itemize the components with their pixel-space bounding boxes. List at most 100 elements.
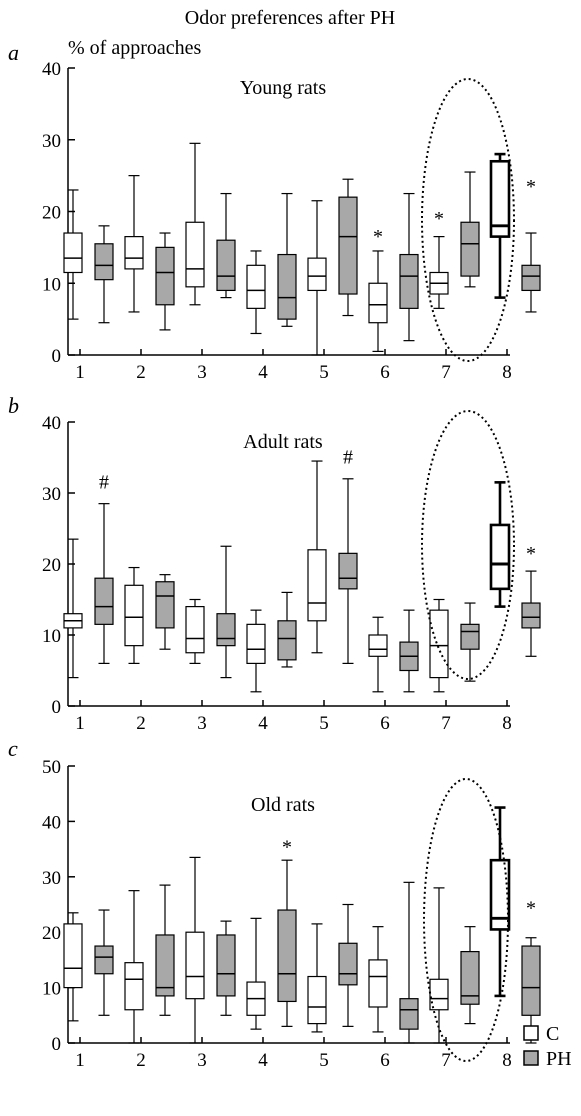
box-ph-1 — [94, 909, 114, 1016]
box-c-3 — [185, 598, 205, 665]
box-body — [307, 257, 327, 292]
box-ph-2 — [155, 574, 175, 650]
panel-b: b Adult rats 0 10 20 30 40 1 2 3 4 5 6 7 8 # # * — [8, 393, 541, 734]
y-tick-label: 0 — [52, 697, 62, 718]
box-body — [216, 613, 236, 647]
x-tick-label: 7 — [441, 362, 451, 383]
box-ph-4 — [277, 859, 297, 1027]
y-tick-label: 30 — [42, 131, 61, 152]
x-tick-label: 6 — [380, 713, 390, 734]
box-body — [521, 264, 541, 292]
box-c-3 — [185, 856, 205, 1044]
significance-star: * — [526, 898, 536, 920]
panel-letter-a: a — [8, 40, 19, 65]
box-c-4 — [246, 250, 266, 335]
legend-label-ph: PH — [546, 1048, 572, 1070]
box-c-5 — [307, 200, 327, 356]
x-tick-label: 1 — [75, 1050, 85, 1071]
box-body — [185, 931, 205, 1000]
panel-letter-c: c — [8, 736, 18, 761]
box-ph-3 — [216, 545, 236, 679]
box-c-6 — [368, 616, 388, 693]
box-body — [338, 196, 358, 295]
box-body — [489, 523, 511, 591]
y-tick-label: 10 — [42, 626, 61, 647]
y-tick-label: 50 — [42, 757, 61, 778]
box-ph-8 — [521, 232, 541, 313]
box-body — [429, 978, 449, 1011]
box-ph-6 — [399, 192, 419, 342]
y-tick-label: 10 — [42, 979, 61, 1000]
box-body — [246, 623, 266, 664]
legend-label-c: C — [546, 1023, 559, 1045]
box-ph-2 — [155, 232, 175, 331]
box-ph-7 — [460, 171, 480, 288]
x-tick-label: 7 — [441, 1050, 451, 1071]
panel-letter-b: b — [8, 393, 19, 418]
box-body — [63, 232, 83, 274]
box-body — [307, 975, 327, 1025]
x-tick-label: 5 — [319, 1050, 329, 1071]
box-ph-8 — [521, 937, 541, 1044]
panel-title-b: Adult rats — [243, 431, 323, 453]
significance-hash: # — [343, 447, 353, 469]
box-body — [124, 236, 144, 270]
significance-star: * — [434, 208, 444, 230]
box-c-8 — [489, 481, 511, 608]
box-c-6 — [368, 926, 388, 1033]
box-body — [216, 239, 236, 292]
box-body — [155, 581, 175, 629]
box-c-4 — [246, 917, 266, 1030]
box-body — [368, 634, 388, 657]
significance-hash: # — [99, 471, 109, 493]
x-tick-label: 2 — [136, 362, 146, 383]
x-tick-label: 1 — [75, 713, 85, 734]
x-tick-label: 3 — [197, 713, 207, 734]
box-ph-8 — [521, 570, 541, 657]
x-tick-label: 2 — [136, 1050, 146, 1071]
x-tick-label: 1 — [75, 362, 85, 383]
box-c-3 — [185, 142, 205, 306]
box-body — [368, 282, 388, 324]
box-body — [277, 909, 297, 1003]
box-ph-5 — [338, 903, 358, 1027]
box-c-4 — [246, 609, 266, 693]
x-tick-label: 4 — [258, 713, 268, 734]
box-body — [94, 243, 114, 281]
significance-star: * — [526, 176, 536, 198]
y-tick-label: 30 — [42, 868, 61, 889]
y-tick-label: 20 — [42, 923, 61, 944]
box-body — [185, 605, 205, 654]
box-c-1 — [63, 912, 83, 1022]
box-c-7 — [429, 887, 449, 1044]
box-body — [460, 623, 480, 650]
x-tick-label: 4 — [258, 362, 268, 383]
x-tick-label: 4 — [258, 1050, 268, 1071]
box-ph-7 — [460, 926, 480, 1025]
box-ph-1 — [94, 503, 114, 665]
y-tick-label: 40 — [42, 413, 61, 434]
significance-star: * — [526, 543, 536, 565]
box-body — [94, 945, 114, 975]
box-body — [338, 942, 358, 986]
box-body — [338, 552, 358, 590]
box-body — [216, 934, 236, 997]
box-ph-3 — [216, 192, 236, 299]
box-body — [63, 923, 83, 989]
box-body — [185, 221, 205, 288]
y-tick-label: 10 — [42, 274, 61, 295]
box-ph-2 — [155, 884, 175, 1016]
box-ph-4 — [277, 192, 297, 327]
box-body — [429, 609, 449, 679]
x-tick-label: 8 — [502, 713, 512, 734]
box-ph-6 — [399, 881, 419, 1044]
box-c-1 — [63, 189, 83, 320]
box-c-2 — [124, 175, 144, 313]
y-tick-label: 40 — [42, 812, 61, 833]
box-c-1 — [63, 538, 83, 679]
x-tick-label: 5 — [319, 362, 329, 383]
box-body — [307, 549, 327, 622]
box-body — [489, 159, 511, 238]
box-c-7 — [429, 598, 449, 693]
